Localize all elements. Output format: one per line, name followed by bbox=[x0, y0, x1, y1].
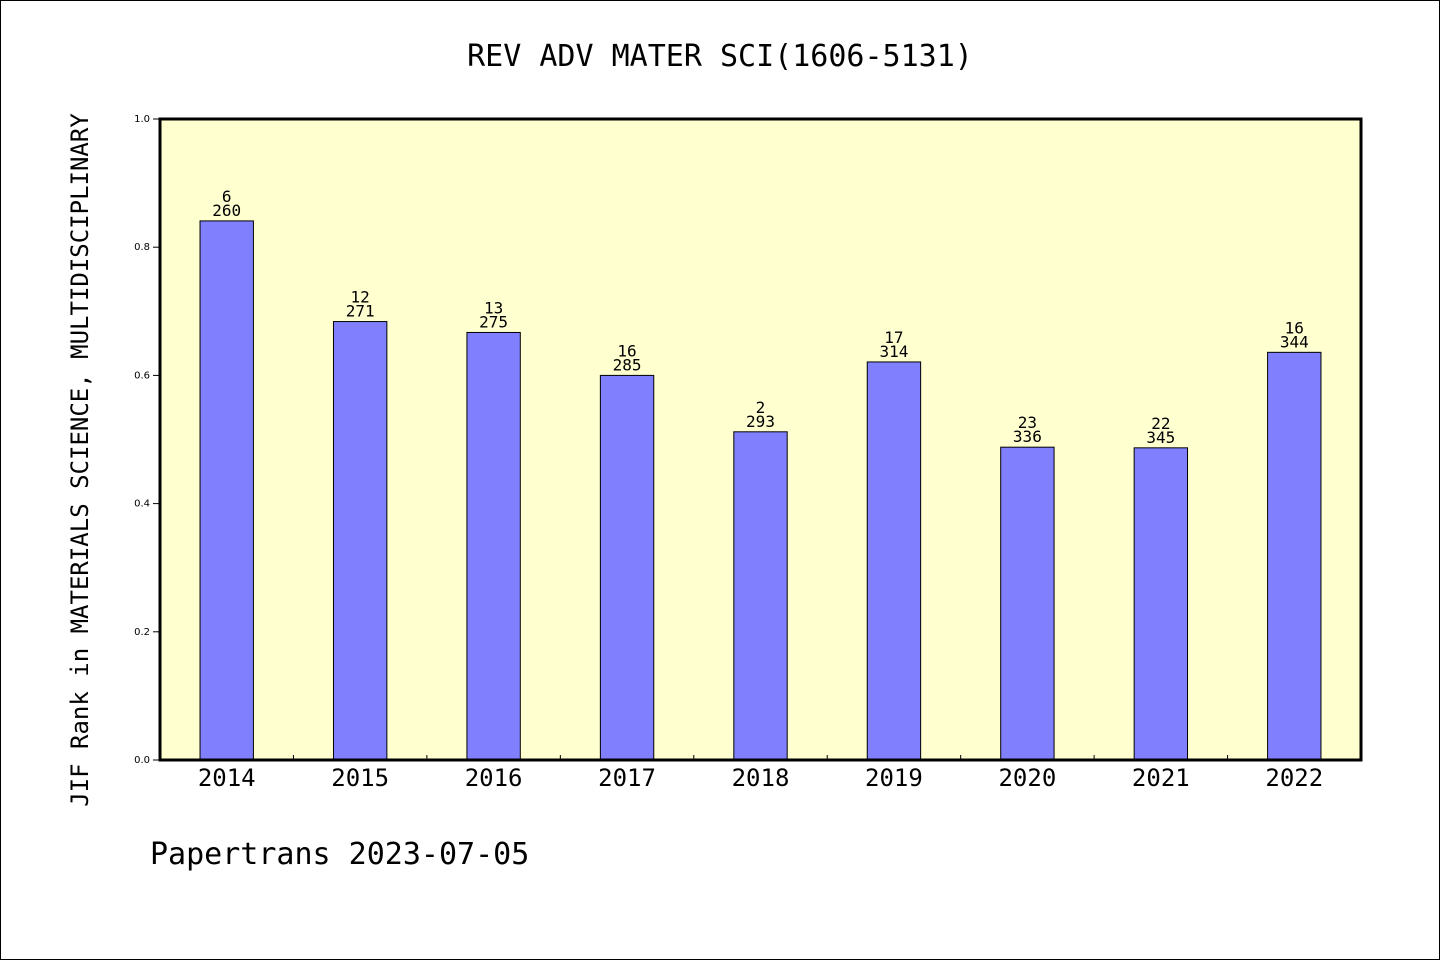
total-label: 271 bbox=[346, 302, 375, 321]
bar bbox=[1133, 447, 1189, 761]
x-tick-label: 2020 bbox=[998, 764, 1056, 792]
bar bbox=[332, 321, 388, 761]
bar bbox=[866, 361, 922, 761]
bar bbox=[466, 331, 521, 761]
rank-label: 16 bbox=[617, 341, 636, 360]
total-label: 260 bbox=[212, 201, 241, 220]
x-axis: 2014 2015 2016 2017 2018 2019 2020 2021 2022 bbox=[198, 755, 1323, 792]
total-label: 314 bbox=[879, 342, 908, 361]
total-label: 336 bbox=[1013, 427, 1042, 446]
x-tick-label: 2017 bbox=[598, 764, 656, 792]
footer-text: Papertrans 2023-07-05 bbox=[150, 837, 529, 872]
y-tick-label: 1.0 bbox=[134, 114, 150, 125]
x-tick-label: 2018 bbox=[732, 764, 790, 792]
y-tick-label: 0.8 bbox=[134, 242, 150, 253]
y-tick-label: 0.0 bbox=[134, 755, 150, 766]
plot-border bbox=[158, 117, 1363, 762]
x-tick-label: 2015 bbox=[331, 764, 389, 792]
y-tick-label: 0.6 bbox=[134, 370, 150, 381]
bar bbox=[733, 431, 788, 761]
x-tick-label: 2021 bbox=[1132, 764, 1190, 792]
y-tick-label: 0.2 bbox=[134, 627, 150, 638]
rank-label: 22 bbox=[1151, 414, 1170, 433]
total-label: 275 bbox=[479, 312, 508, 331]
x-tick-label: 2022 bbox=[1265, 764, 1323, 792]
total-label: 285 bbox=[613, 355, 642, 374]
x-tick-label: 2014 bbox=[198, 764, 256, 792]
rank-label: 16 bbox=[1285, 318, 1304, 337]
y-axis: 0.0 0.2 0.4 0.6 0.8 1.0 bbox=[134, 114, 160, 766]
x-tick-label: 2019 bbox=[865, 764, 923, 792]
bar bbox=[1000, 446, 1055, 761]
rank-label: 6 bbox=[222, 187, 232, 206]
rank-label: 23 bbox=[1018, 413, 1037, 432]
rank-label: 13 bbox=[484, 298, 503, 317]
y-tick-label: 0.4 bbox=[134, 499, 150, 510]
total-label: 344 bbox=[1280, 332, 1309, 351]
chart-title: REV ADV MATER SCI(1606-5131) bbox=[467, 39, 973, 74]
bar bbox=[199, 220, 254, 761]
rank-label: 17 bbox=[884, 328, 903, 347]
bar bbox=[1267, 351, 1322, 761]
x-tick-label: 2016 bbox=[465, 764, 523, 792]
total-label: 293 bbox=[746, 412, 775, 431]
rank-label: 12 bbox=[351, 288, 370, 307]
y-axis-label: JIF Rank in MATERIALS SCIENCE, MULTIDISC… bbox=[66, 113, 94, 807]
total-label: 345 bbox=[1146, 428, 1175, 447]
bars-layer bbox=[199, 220, 1322, 761]
bar bbox=[599, 374, 655, 761]
rank-label: 2 bbox=[756, 398, 766, 417]
